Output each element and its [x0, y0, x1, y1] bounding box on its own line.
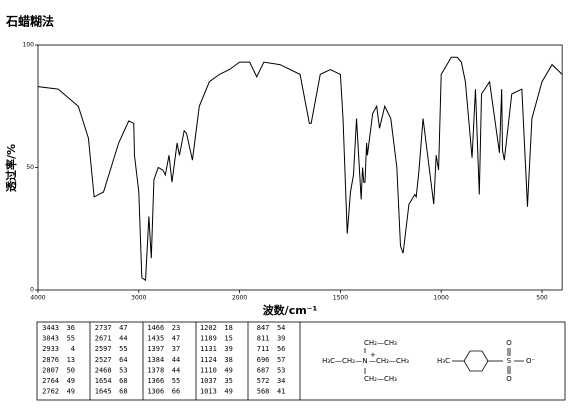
structure-text: O [506, 339, 512, 347]
peak-transmittance: 53 [119, 366, 127, 374]
x-tick-label: 4000 [30, 295, 45, 302]
peak-wavenumber: 1189 [200, 335, 217, 343]
peak-wavenumber: 1654 [95, 377, 112, 385]
peak-wavenumber: 696 [257, 356, 270, 364]
peak-wavenumber: 687 [257, 366, 270, 374]
peak-transmittance: 37 [172, 345, 180, 353]
peak-transmittance: 55 [172, 377, 180, 385]
peak-transmittance: 68 [119, 388, 127, 396]
peak-wavenumber: 2933 [42, 345, 59, 353]
x-tick-label: 2000 [232, 295, 247, 302]
peak-transmittance: 13 [67, 356, 75, 364]
peak-transmittance: 49 [67, 377, 75, 385]
peak-wavenumber: 1366 [147, 377, 164, 385]
structure-text: O [506, 375, 512, 383]
peak-wavenumber: 1124 [200, 356, 217, 364]
peak-wavenumber: 2737 [95, 324, 112, 332]
peak-transmittance: 18 [224, 324, 232, 332]
peak-transmittance: 39 [224, 345, 232, 353]
peak-transmittance: 57 [277, 356, 285, 364]
structure-text: H₃C [437, 357, 450, 365]
peak-wavenumber: 2527 [95, 356, 112, 364]
structure-text: O⁻ [526, 357, 536, 365]
x-tick-label: 3000 [131, 295, 146, 302]
structure-bonds [364, 348, 524, 374]
peak-transmittance: 34 [277, 377, 285, 385]
peak-transmittance: 47 [172, 335, 180, 343]
peak-wavenumber: 1013 [200, 388, 217, 396]
peak-transmittance: 55 [119, 345, 127, 353]
peak-transmittance: 66 [172, 388, 180, 396]
table-dividers [89, 322, 301, 400]
peak-wavenumber: 1645 [95, 388, 112, 396]
peak-wavenumber: 2597 [95, 345, 112, 353]
peak-transmittance: 53 [277, 366, 285, 374]
structure-text: S [507, 357, 512, 365]
x-tick-label: 1000 [434, 295, 449, 302]
peak-transmittance: 55 [67, 335, 75, 343]
peak-wavenumber: 1378 [147, 366, 164, 374]
peak-transmittance: 15 [224, 335, 232, 343]
peak-wavenumber: 2876 [42, 356, 59, 364]
peak-wavenumber: 1306 [147, 388, 164, 396]
peak-wavenumber: 1131 [200, 345, 217, 353]
peak-transmittance: 49 [224, 366, 232, 374]
peak-transmittance: 68 [119, 377, 127, 385]
structure-text: H₃C—CH₂— [322, 357, 362, 365]
structure-text: CH₂—CH₃ [364, 339, 397, 347]
peak-transmittance: 23 [172, 324, 180, 332]
peak-transmittance: 49 [224, 388, 232, 396]
peak-transmittance: 44 [172, 366, 180, 374]
peak-transmittance: 49 [67, 388, 75, 396]
peak-transmittance: 39 [277, 335, 285, 343]
structure-text: CH₂—CH₃ [364, 375, 397, 383]
peak-wavenumber: 2762 [42, 388, 59, 396]
peak-wavenumber: 2671 [95, 335, 112, 343]
x-tick-label: 1500 [333, 295, 348, 302]
peak-wavenumber: 2807 [42, 366, 59, 374]
x-axis-label: 波数/cm⁻¹ [263, 303, 318, 317]
peak-wavenumber: 1110 [200, 366, 217, 374]
peak-wavenumber: 3443 [42, 324, 59, 332]
peak-transmittance: 44 [172, 356, 180, 364]
y-tick-label: 0 [30, 287, 34, 294]
peak-wavenumber: 568 [257, 388, 270, 396]
peak-transmittance: 50 [67, 366, 75, 374]
peak-wavenumber: 847 [257, 324, 270, 332]
y-axis-label: 透过率/% [4, 144, 18, 192]
spectrum-line [37, 56, 563, 282]
peak-transmittance: 44 [119, 335, 127, 343]
peak-wavenumber: 1384 [147, 356, 164, 364]
peak-transmittance: 35 [224, 377, 232, 385]
peak-wavenumber: 1397 [147, 345, 164, 353]
peak-transmittance: 38 [224, 356, 232, 364]
peak-transmittance: 56 [277, 345, 285, 353]
peak-wavenumber: 711 [257, 345, 270, 353]
peak-transmittance: 64 [119, 356, 127, 364]
peak-wavenumber: 2764 [42, 377, 59, 385]
peak-transmittance: 54 [277, 324, 285, 332]
x-tick-label: 500 [536, 295, 548, 302]
peak-wavenumber: 1202 [200, 324, 217, 332]
structure-text: + [370, 351, 376, 359]
peak-wavenumber: 2468 [95, 366, 112, 374]
plot-frame [37, 44, 563, 291]
peak-transmittance: 47 [119, 324, 127, 332]
peak-transmittance: 36 [67, 324, 75, 332]
y-tick-label: 50 [26, 164, 34, 171]
peak-transmittance: 4 [71, 345, 75, 353]
peak-table-frame [36, 321, 566, 401]
peak-wavenumber: 572 [257, 377, 270, 385]
y-tick-label: 100 [23, 42, 35, 49]
peak-wavenumber: 811 [257, 335, 270, 343]
structure-text: N [362, 357, 367, 365]
peak-wavenumber: 3043 [42, 335, 59, 343]
peak-wavenumber: 1037 [200, 377, 217, 385]
peak-wavenumber: 1466 [147, 324, 164, 332]
structure-text: —CH₂—CH₃ [369, 357, 409, 365]
chart-title: 石蜡糊法 [5, 14, 54, 29]
peak-wavenumber: 1435 [147, 335, 164, 343]
peak-transmittance: 41 [277, 388, 285, 396]
